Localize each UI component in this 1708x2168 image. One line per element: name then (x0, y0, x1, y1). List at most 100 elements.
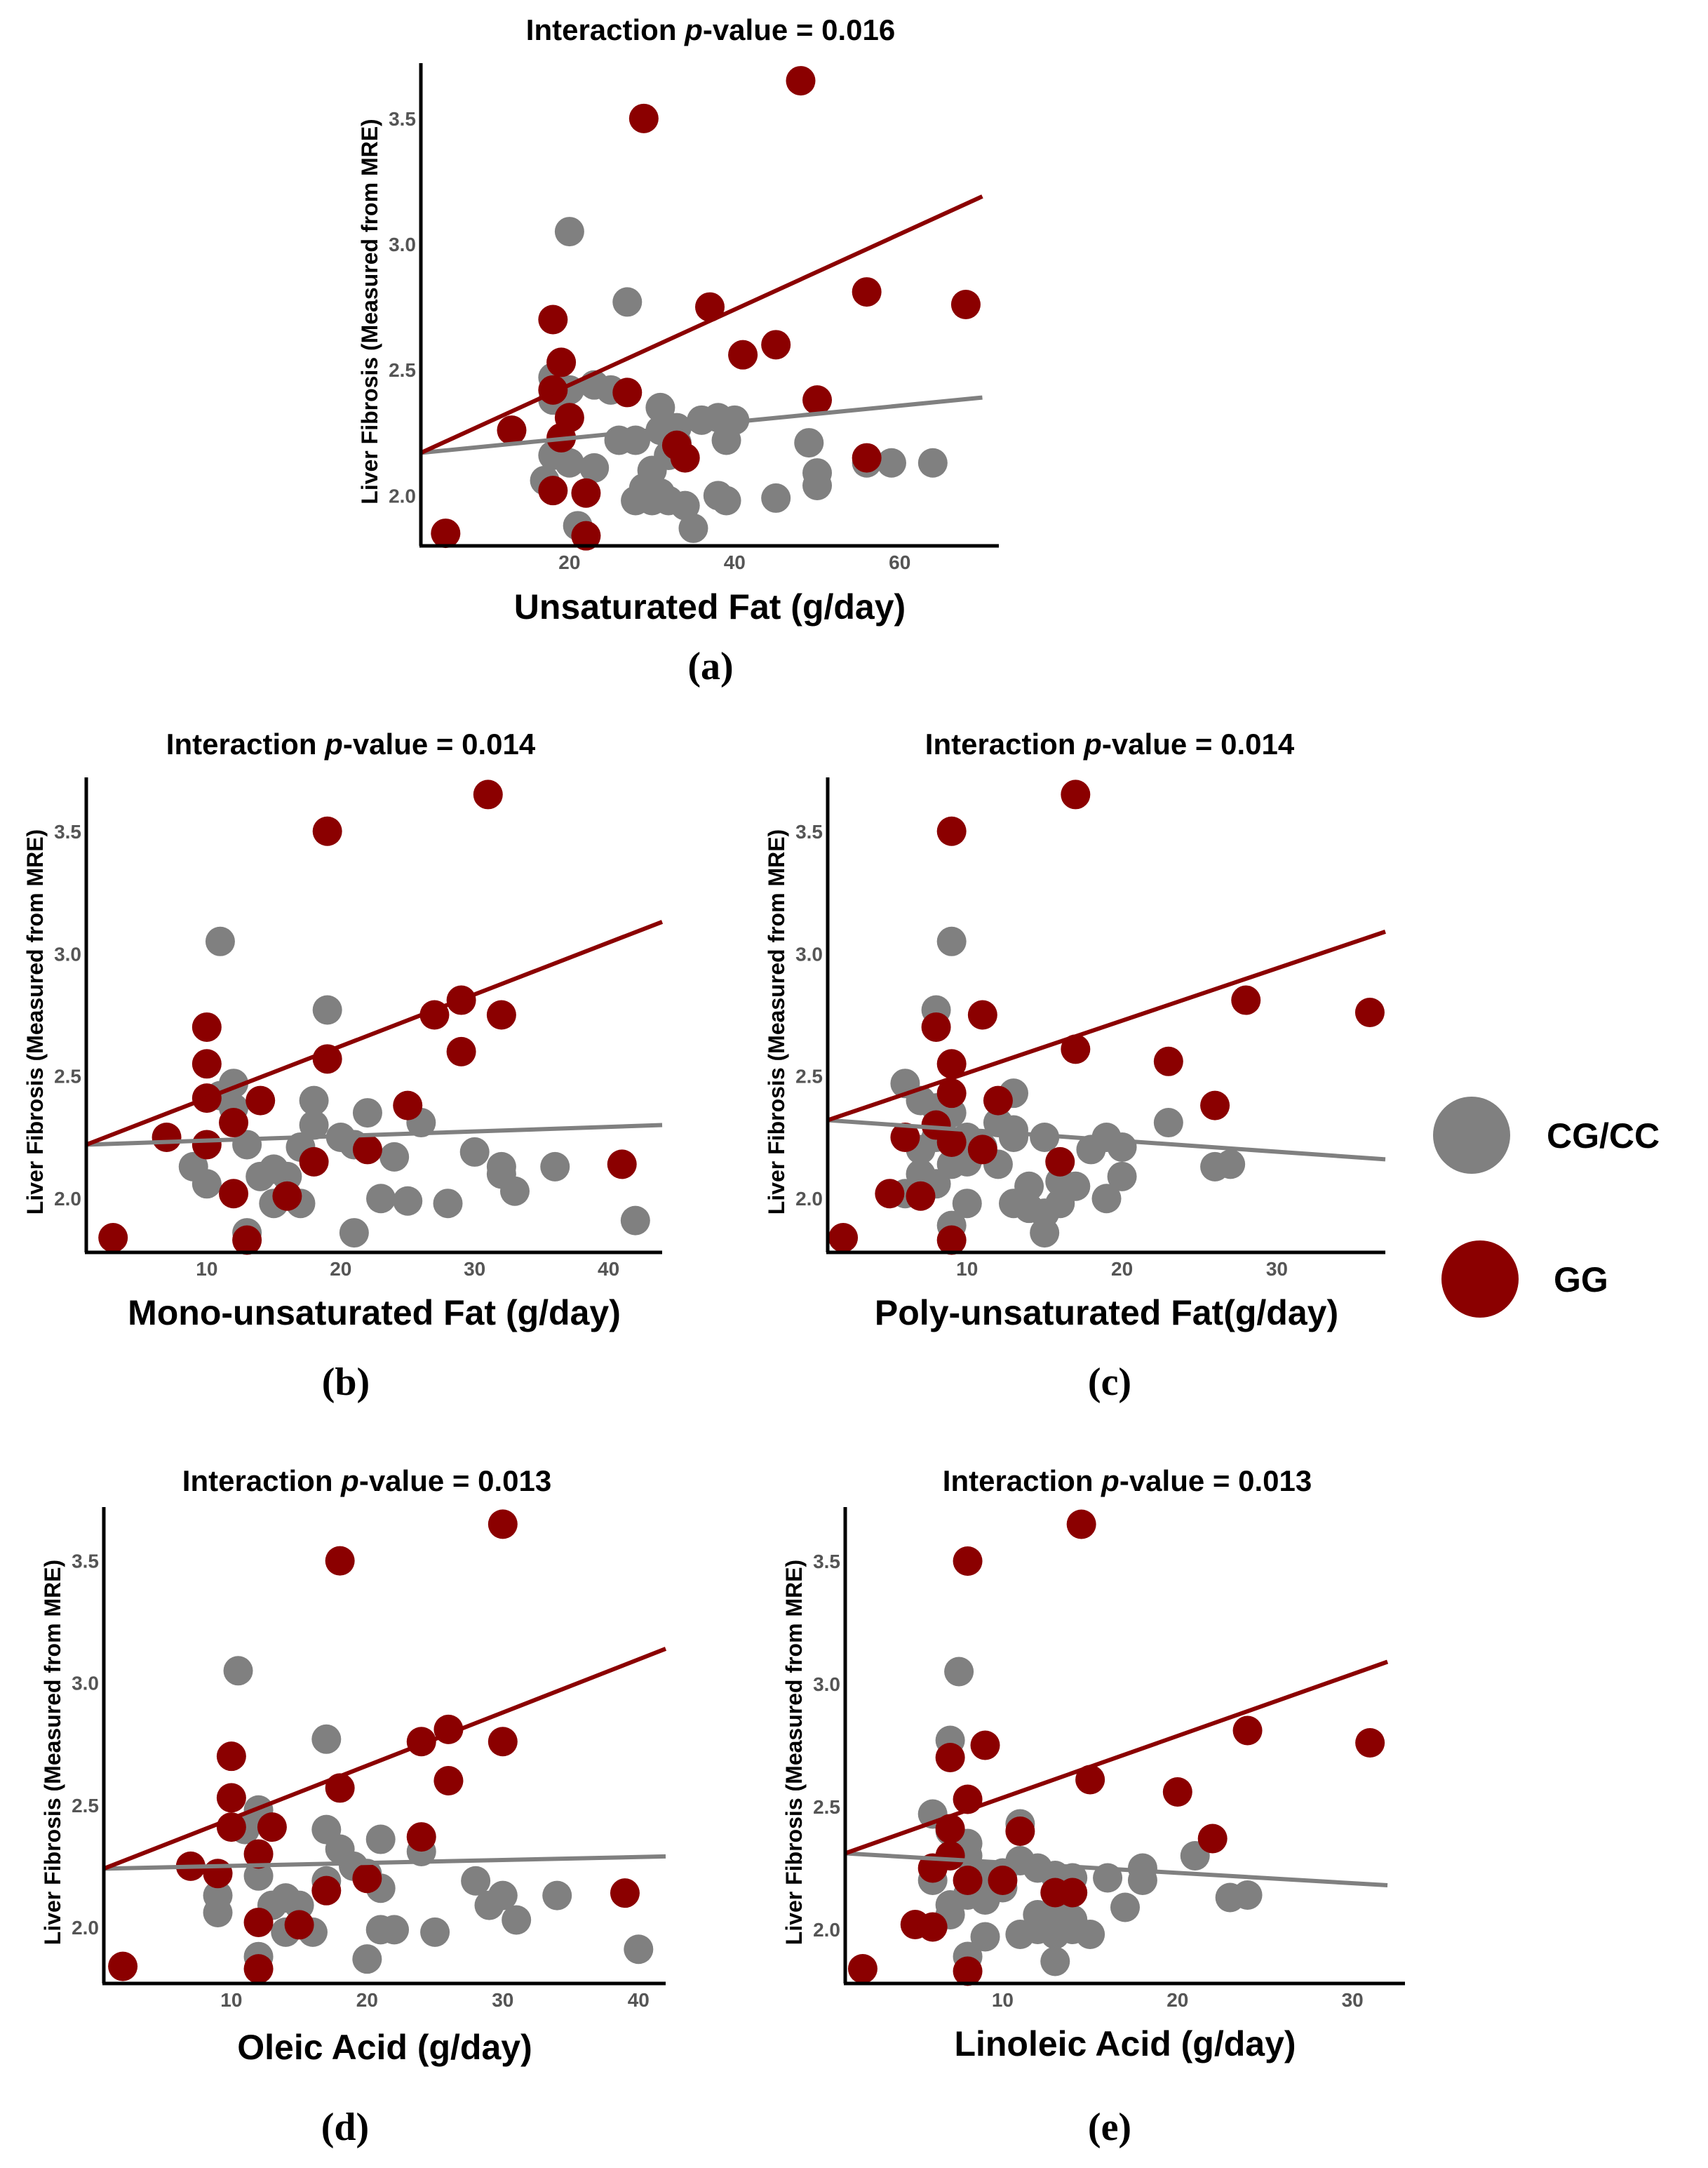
data-point (761, 330, 791, 360)
data-point (108, 1951, 138, 1981)
data-point (935, 1814, 965, 1844)
x-tick-label: 30 (1266, 1258, 1288, 1280)
data-point (393, 1090, 423, 1120)
data-point (352, 1863, 382, 1894)
y-tick-label: 2.0 (54, 1188, 81, 1210)
data-point (828, 1223, 859, 1253)
panel-e: Interaction p-value = 0.013 Liver Fibrosi… (781, 1464, 1405, 2149)
data-point (1107, 1132, 1137, 1162)
x-tick-label: 10 (220, 1989, 242, 2011)
data-point (205, 926, 235, 956)
y-tick-label: 2.0 (795, 1188, 823, 1210)
data-point (1110, 1892, 1140, 1922)
data-point (499, 1176, 530, 1206)
title-suffix: -value = 0.014 (1102, 728, 1295, 761)
data-point (1040, 1946, 1070, 1976)
data-point (497, 415, 527, 446)
data-point (952, 1189, 982, 1219)
x-tick-label: 40 (598, 1258, 619, 1280)
x-tick-label: 40 (628, 1989, 650, 2011)
data-point (433, 1765, 464, 1795)
data-point (1091, 1184, 1122, 1214)
data-point (983, 1085, 1013, 1116)
data-point (299, 1146, 329, 1177)
y-tick-label: 2.5 (813, 1796, 840, 1818)
data-point (794, 428, 824, 458)
data-point (786, 66, 816, 96)
data-point (970, 1885, 1000, 1915)
legend-marker (1433, 1097, 1510, 1174)
data-point (604, 425, 634, 455)
data-point (325, 1546, 355, 1576)
x-tick-label: 20 (356, 1989, 378, 2011)
data-point (936, 926, 967, 956)
title-suffix: -value = 0.013 (1119, 1464, 1312, 1497)
panels: Interaction p-value = 0.016 Liver Fibrosi… (22, 13, 1405, 2149)
data-point (219, 1108, 249, 1138)
x-axis-label: Mono-unsaturated Fat (g/day) (128, 1293, 621, 1332)
data-point (1162, 1777, 1192, 1807)
data-point (232, 1225, 262, 1255)
series-gg (431, 66, 981, 551)
series-gg (828, 779, 1385, 1255)
data-point (624, 1934, 654, 1965)
data-point (299, 1085, 329, 1116)
data-point (502, 1905, 532, 1935)
data-point (1355, 1728, 1385, 1758)
title-prefix: Interaction (166, 728, 325, 761)
y-tick-label: 3.5 (72, 1551, 99, 1572)
data-point (1153, 1108, 1183, 1138)
data-point (695, 292, 725, 322)
data-point (953, 1866, 983, 1895)
panel-letter: (a) (687, 645, 733, 688)
data-point (223, 1656, 253, 1686)
panel-title: Interaction p-value = 0.014 (925, 728, 1295, 761)
y-tick-label: 3.0 (389, 234, 416, 255)
data-point (312, 995, 342, 1025)
fit-line-gg (845, 1659, 1389, 1856)
data-point (379, 1142, 410, 1172)
series-gg (98, 779, 637, 1255)
data-point (98, 1223, 128, 1253)
data-point (406, 1822, 436, 1852)
data-point (944, 1657, 974, 1687)
data-point (1232, 1880, 1263, 1910)
panel-title: Interaction p-value = 0.016 (526, 13, 895, 46)
data-point (152, 1122, 182, 1152)
panel-title: Interaction p-value = 0.013 (943, 1464, 1312, 1497)
data-point (970, 1730, 1000, 1760)
data-point (999, 1122, 1028, 1152)
y-axis-label: Liver Fibrosis (Measured from MRE) (40, 1560, 65, 1945)
fit-line-cgcc (845, 1851, 1388, 1887)
fit-line-cgcc (827, 1118, 1386, 1162)
data-point (936, 1127, 967, 1157)
data-point (461, 1866, 491, 1896)
data-point (1045, 1146, 1075, 1177)
data-point (670, 443, 700, 473)
title-p: p (684, 13, 703, 46)
data-point (433, 1189, 463, 1219)
data-point (761, 483, 791, 513)
y-tick-label: 2.0 (813, 1919, 840, 1941)
data-point (936, 1049, 967, 1079)
series-gg (847, 1509, 1385, 1986)
data-point (538, 476, 568, 506)
data-point (1040, 1878, 1070, 1908)
data-point (446, 1036, 476, 1066)
title-suffix: -value = 0.013 (359, 1464, 551, 1497)
fit-line-gg (419, 194, 983, 455)
legend-item-cgcc: CG/CC (1433, 1097, 1660, 1174)
data-point (935, 1743, 965, 1772)
data-point (967, 1000, 997, 1030)
data-point (246, 1085, 276, 1116)
y-tick-label: 3.0 (72, 1673, 99, 1694)
data-point (967, 1135, 997, 1165)
data-point (243, 1839, 274, 1869)
data-point (1005, 1816, 1035, 1846)
data-point (486, 1000, 516, 1030)
data-point (219, 1179, 249, 1209)
data-point (379, 1915, 410, 1945)
x-axis-label: Poly-unsaturated Fat(g/day) (875, 1293, 1338, 1332)
data-point (1197, 1824, 1228, 1854)
x-axis-label: Oleic Acid (g/day) (237, 2028, 532, 2067)
